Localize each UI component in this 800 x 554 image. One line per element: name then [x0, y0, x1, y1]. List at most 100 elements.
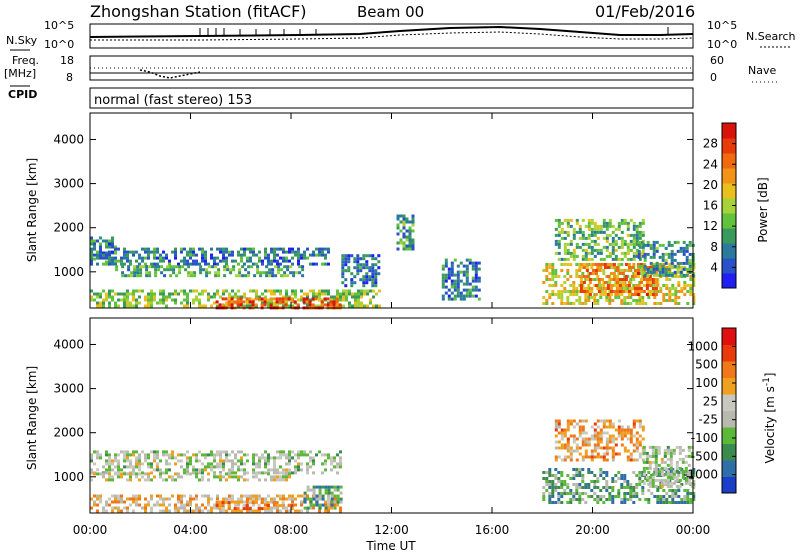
- data-cell: [201, 453, 204, 457]
- data-cell: [599, 248, 603, 252]
- data-cell: [596, 440, 600, 444]
- data-cell: [186, 456, 189, 460]
- data-cell: [662, 263, 666, 266]
- data-cell: [292, 274, 296, 278]
- data-cell: [545, 471, 549, 474]
- data-cell: [462, 273, 466, 277]
- data-cell: [614, 284, 618, 287]
- data-cell: [638, 257, 642, 261]
- data-cell: [243, 468, 246, 472]
- data-cell: [608, 278, 612, 281]
- data-cell: [587, 227, 591, 231]
- data-cell: [635, 251, 639, 255]
- data-cell: [111, 459, 114, 463]
- data-cell: [587, 471, 591, 474]
- data-cell: [374, 281, 378, 285]
- data-cell: [635, 486, 639, 489]
- data-cell: [581, 498, 585, 501]
- data-cell: [285, 509, 288, 513]
- data-cell: [629, 278, 633, 281]
- data-cell: [365, 275, 369, 279]
- data-cell: [276, 304, 279, 308]
- data-cell: [246, 500, 249, 504]
- data-cell: [153, 250, 156, 254]
- data-cell: [615, 293, 619, 296]
- data-cell: [120, 259, 123, 263]
- data-cell: [569, 251, 573, 255]
- data-cell: [240, 462, 243, 466]
- data-cell: [474, 279, 478, 283]
- data-cell: [396, 241, 400, 245]
- data-cell: [605, 452, 609, 456]
- data-cell: [689, 290, 693, 293]
- data-cell: [250, 265, 254, 269]
- data-cell: [671, 284, 675, 287]
- data-cell: [120, 497, 123, 501]
- data-cell: [288, 494, 291, 498]
- data-cell: [327, 453, 330, 457]
- data-cell: [560, 221, 564, 225]
- data-cell: [312, 491, 316, 495]
- data-cell: [126, 256, 129, 260]
- data-cell: [264, 497, 267, 501]
- data-cell: [245, 507, 249, 511]
- data-cell: [222, 450, 225, 454]
- data-cell: [441, 267, 445, 271]
- data-cell: [605, 224, 609, 228]
- colorbar-tick-label: 24: [703, 157, 718, 171]
- data-cell: [248, 300, 252, 304]
- data-cell: [566, 440, 570, 444]
- data-cell: [133, 268, 137, 272]
- data-cell: [683, 501, 687, 504]
- data-cell: [465, 279, 469, 283]
- data-cell: [643, 252, 647, 256]
- data-cell: [333, 506, 337, 510]
- data-cell: [90, 253, 93, 257]
- data-cell: [402, 244, 406, 248]
- data-cell: [602, 230, 606, 234]
- data-cell: [217, 274, 221, 278]
- data-cell: [222, 509, 225, 513]
- data-cell: [566, 242, 570, 246]
- data-cell: [153, 253, 156, 257]
- data-cell: [162, 500, 165, 504]
- data-cell: [590, 437, 594, 441]
- data-cell: [102, 472, 105, 476]
- data-cell: [288, 462, 291, 466]
- data-cell: [596, 299, 600, 302]
- data-cell: [219, 456, 222, 460]
- data-cell: [690, 445, 694, 449]
- data-cell: [150, 465, 153, 469]
- data-cell: [623, 480, 627, 483]
- data-cell: [301, 265, 305, 269]
- data-cell: [341, 260, 345, 264]
- data-cell: [566, 446, 570, 450]
- data-cell: [247, 265, 251, 269]
- data-cell: [129, 462, 132, 466]
- data-cell: [623, 239, 627, 243]
- data-cell: [136, 268, 140, 272]
- data-cell: [219, 250, 222, 254]
- data-cell: [336, 292, 339, 296]
- data-cell: [692, 278, 696, 281]
- data-cell: [201, 494, 204, 498]
- data-cell: [450, 261, 454, 265]
- data-cell: [186, 250, 189, 254]
- data-cell: [321, 453, 324, 457]
- data-cell: [646, 270, 650, 274]
- data-cell: [551, 489, 555, 492]
- data-cell: [566, 422, 570, 426]
- data-cell: [267, 509, 270, 513]
- data-cell: [159, 497, 162, 501]
- data-cell: [548, 263, 552, 266]
- data-cell: [575, 254, 579, 258]
- data-cell: [96, 250, 99, 254]
- data-cell: [661, 270, 665, 274]
- data-cell: [579, 263, 583, 266]
- data-cell: [276, 478, 279, 482]
- data-cell: [246, 494, 249, 498]
- data-cell: [219, 475, 222, 479]
- data-cell: [300, 450, 303, 454]
- data-cell: [159, 256, 162, 260]
- data-cell: [246, 453, 249, 457]
